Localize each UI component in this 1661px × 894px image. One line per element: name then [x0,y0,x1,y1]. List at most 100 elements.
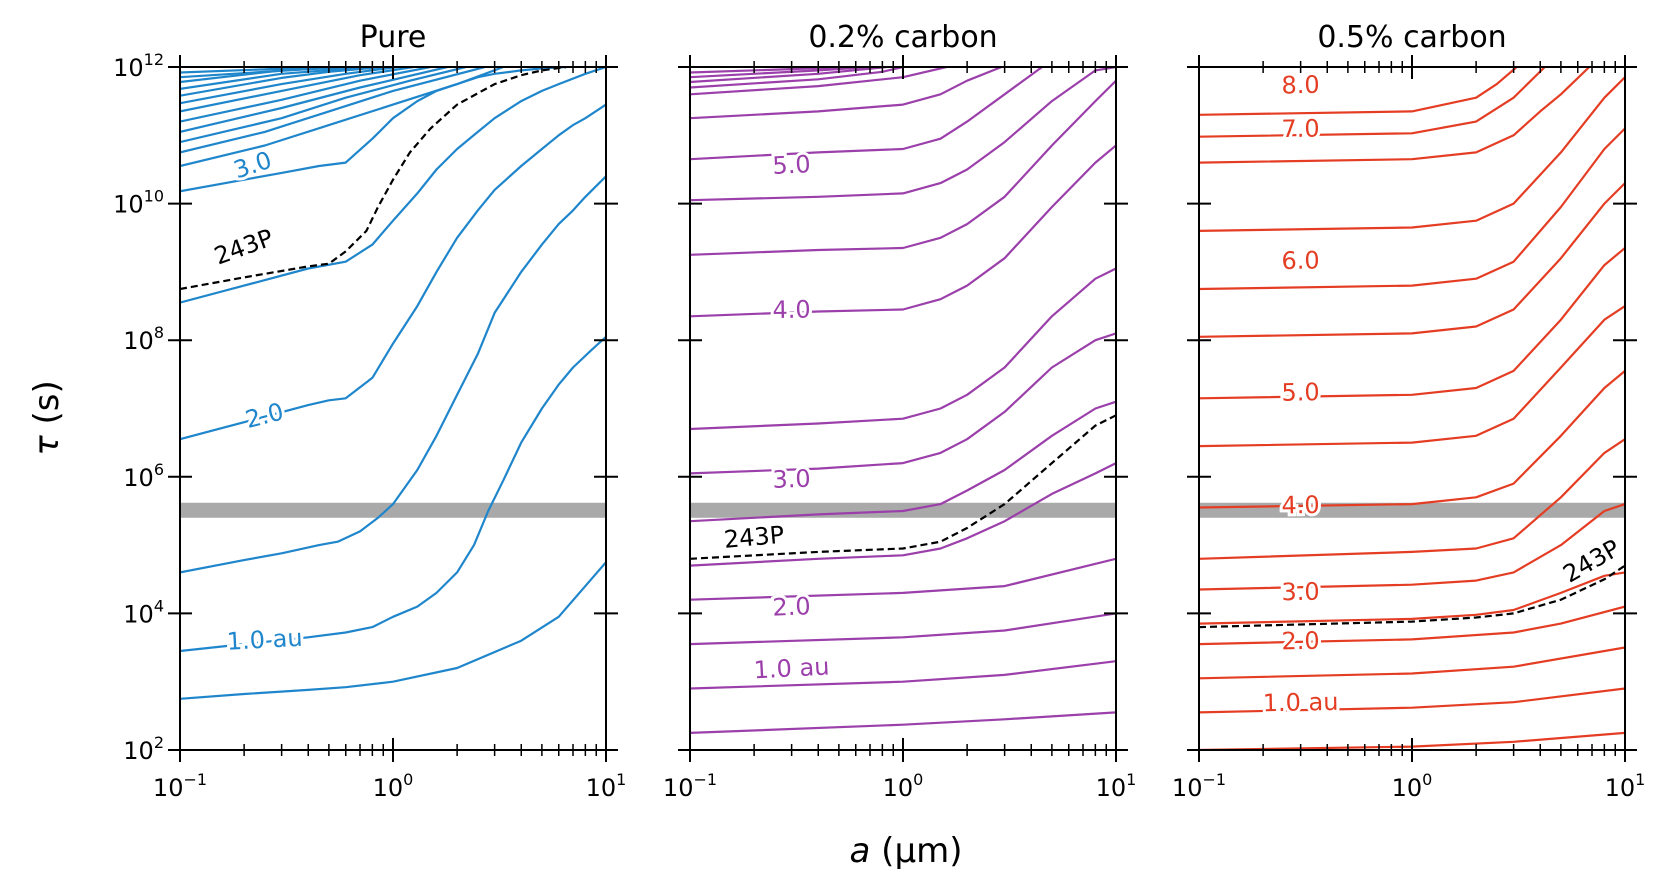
panel-title: Pure [360,20,427,55]
contour-line-15 [690,67,904,89]
contour-line-11 [690,67,1116,202]
y-tick-label: 108 [123,323,164,355]
contour-line-14 [690,67,947,96]
x-tick-label: 10−1 [663,770,717,802]
x-tick-label: 10−1 [1172,770,1226,802]
x-tick-label: 100 [373,770,414,802]
tick-base: 10 [123,737,154,765]
contour-line-13 [1199,76,1625,232]
y-axis-label: τ (s) [27,380,67,456]
contour-line-10 [1199,247,1625,400]
x-tick-label: 101 [586,770,627,802]
x-tick-label: 101 [1096,770,1137,802]
tick-base: 10 [1172,774,1203,802]
tick-base: 10 [123,600,154,628]
y-tick-label: 104 [123,596,164,628]
contour-label: 2.0 [772,592,811,621]
contour-line-2 [1199,687,1625,714]
panel-1: 1.0 au2.03.0243P1021041061081010101210−1… [113,20,626,802]
contour-line-5 [1199,571,1625,625]
tick-base: 10 [123,464,154,492]
dashed-243P-line [690,414,1116,560]
contour-label: 3.0 [772,465,811,494]
tick-base: 10 [123,327,154,355]
contour-line-8 [180,67,486,154]
x-axis-var: a [850,831,871,871]
contour-label: 8.0 [1281,71,1320,100]
tick-base: 10 [586,774,617,802]
contour-line-3 [1199,646,1625,680]
contour-line-13 [180,67,398,105]
contour-line-12 [690,67,1043,161]
contour-line-9 [180,67,467,144]
dashed-243P-line [180,67,567,291]
tick-exponent: 12 [144,50,164,69]
contour-line-4 [180,103,606,441]
contour-line-8 [1199,370,1625,509]
contour-line-15 [180,67,369,90]
contour-line-3 [180,175,606,574]
contour-label: 5.0 [772,150,812,180]
y-tick-label: 106 [123,460,164,492]
y-axis-var: τ [27,435,67,456]
contour-line-11 [1199,182,1625,338]
contour-line-2 [690,660,1116,690]
tick-exponent: 10 [144,187,164,206]
contour-line-16 [690,67,888,84]
tick-base: 10 [373,774,404,802]
tick-base: 10 [153,774,184,802]
tick-exponent: 0 [403,770,413,789]
contour-line-5 [690,462,1116,567]
contour-line-12 [180,67,414,113]
contour-line-6 [180,67,567,193]
contour-line-6 [690,400,1116,523]
contour-line-1 [690,711,1116,734]
tick-base: 10 [883,774,914,802]
contour-line-3 [690,612,1116,646]
x-tick-label: 10−1 [153,770,207,802]
tick-base: 10 [1096,774,1127,802]
panel-title: 0.5% carbon [1317,20,1506,55]
y-tick-label: 1012 [113,50,164,82]
curves [1199,67,1625,750]
y-axis-unit: (s) [27,380,67,435]
tick-exponent: 0 [913,770,923,789]
contour-label: 7.0 [1281,115,1320,144]
tick-base: 10 [113,54,144,82]
panel-title: 0.2% carbon [808,20,997,55]
tick-base: 10 [1605,774,1636,802]
x-axis-label: a (µm) [850,831,963,871]
contour-line-17 [180,67,342,79]
panels: 1.0 au2.03.0243P1021041061081010101210−1… [113,20,1645,802]
contour-line-4 [690,557,1116,601]
x-tick-label: 101 [1605,770,1646,802]
label-243P: 243P [211,224,277,271]
x-tick-label: 100 [883,770,924,802]
contour-line-14 [180,67,384,97]
contour-line-1 [1199,731,1625,750]
plot-frame [1198,66,1626,751]
contour-line-6 [1199,503,1625,591]
tick-exponent: 8 [154,323,164,342]
tick-exponent: −1 [693,770,717,789]
contour-line-7 [690,332,1116,475]
contour-line-1 [180,561,606,700]
y-tick-label: 1010 [113,187,164,219]
contour-line-4 [1199,605,1625,646]
tick-exponent: −1 [183,770,207,789]
contour-label: 1.0 au [1263,688,1339,717]
dashed-243P-line [1199,564,1625,629]
tick-base: 10 [113,191,144,219]
contour-label: 1.0 au [753,652,830,684]
contour-label: 5.0 [1281,378,1320,407]
contour-line-9 [690,144,1116,318]
contour-line-14 [1199,67,1591,164]
contour-line-7 [1199,438,1625,560]
contour-line-10 [180,67,448,133]
contour-line-11 [180,67,431,123]
tick-exponent: 1 [1126,770,1136,789]
plot-frame [689,66,1117,751]
tick-base: 10 [1392,774,1423,802]
